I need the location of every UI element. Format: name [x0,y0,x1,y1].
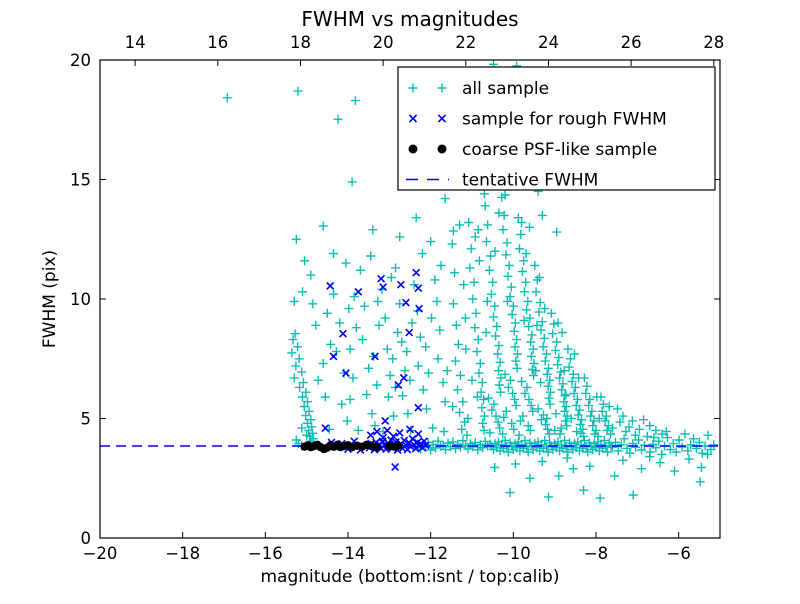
legend-dot-marker-icon [437,144,447,154]
coarse-sample-point [394,441,403,450]
y-tick-label: 15 [70,171,91,190]
y-tick-label: 20 [70,51,91,70]
top-tick-label: 28 [703,33,724,52]
x-tick-label: −10 [496,544,531,563]
top-tick-label: 22 [455,33,476,52]
y-tick-label: 10 [70,290,91,309]
legend-item-label: sample for rough FWHM [462,110,667,130]
x-tick-label: −12 [413,544,448,563]
top-tick-label: 20 [373,33,394,52]
x-tick-label: −8 [584,544,608,563]
scatter-points-layer [100,59,720,503]
legend: all sample sample for rough FWHM coarse PS… [397,66,716,191]
legend-plus-marker-icon [408,83,447,93]
legend-x-marker-icon [408,114,447,123]
legend-item-label: coarse PSF-like sample [462,140,657,160]
axes-frame [99,59,721,539]
x-tick-label: −6 [667,544,691,563]
coarse-sample-point [372,443,382,452]
coarse-psf-points [300,440,403,454]
y-axis-label: FWHM (pix) [40,250,60,348]
top-tick-label: 18 [290,33,311,52]
y-tick-label: 5 [81,410,92,429]
x-tick-label: −14 [331,544,366,563]
legend-item-label: tentative FWHM [462,171,598,191]
top-tick-label: 16 [207,33,228,52]
legend-item-label: all sample [462,79,549,99]
x-tick-label: −18 [165,544,200,563]
legend-box [397,66,716,191]
x-tick-label: −16 [248,544,283,563]
legend-dot-marker-icon [408,144,418,154]
x-tick-label: −20 [83,544,118,563]
y-tick-label: 0 [81,529,92,548]
axes-ticks-layer: −20 −18 −16 −14 −12 −10 −8 −6 14 16 18 20 22 24 26 28 0 5… [70,33,724,563]
top-tick-label: 26 [621,33,642,52]
top-tick-label: 14 [125,33,146,52]
chart-title: FWHM vs magnitudes [301,7,518,31]
top-tick-label: 24 [538,33,559,52]
x-axis-label: magnitude (bottom:isnt / top:calib) [261,567,560,587]
